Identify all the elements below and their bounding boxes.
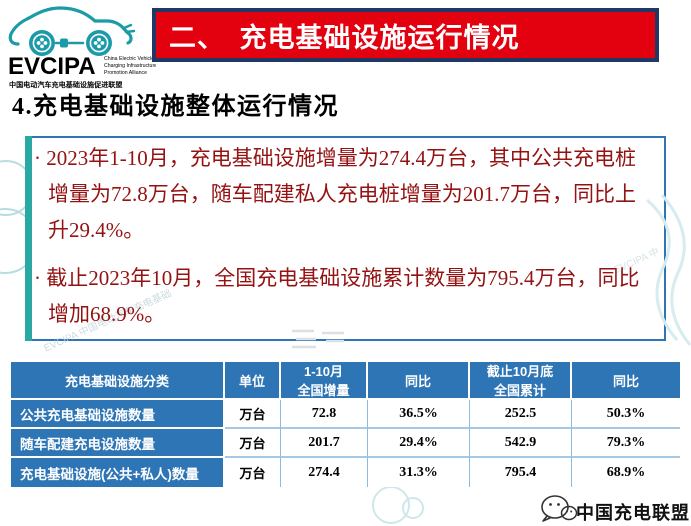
svg-text:Charging Infrastructure: Charging Infrastructure bbox=[104, 63, 156, 69]
svg-text:中国电动汽车充电基础设施促进联盟: 中国电动汽车充电基础设施促进联盟 bbox=[9, 80, 123, 89]
svg-text:Promotion Alliance: Promotion Alliance bbox=[104, 70, 147, 76]
svg-text:EVCIPA: EVCIPA bbox=[8, 53, 96, 80]
svg-text:China Electric Vehicle: China Electric Vehicle bbox=[104, 56, 154, 62]
